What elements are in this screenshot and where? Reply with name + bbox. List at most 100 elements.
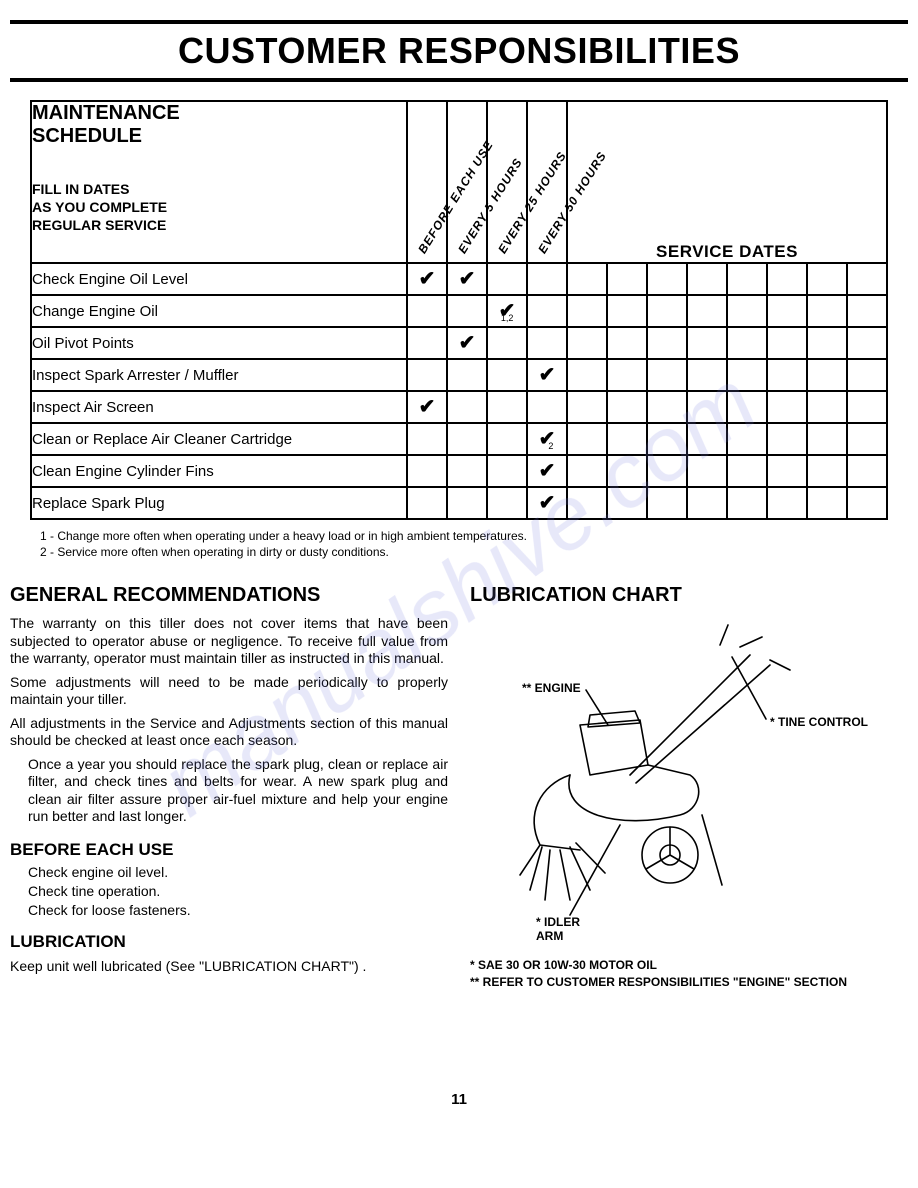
service-date-cell xyxy=(647,487,687,519)
row-label: Replace Spark Plug xyxy=(31,487,407,519)
service-date-cell xyxy=(647,359,687,391)
service-date-cell xyxy=(727,455,767,487)
page-number: 11 xyxy=(10,1091,908,1108)
schedule-cell xyxy=(407,423,447,455)
lube-note: ** REFER TO CUSTOMER RESPONSIBILITIES "E… xyxy=(470,974,908,991)
schedule-cell xyxy=(487,359,527,391)
schedule-cell xyxy=(527,391,567,423)
schedule-cell xyxy=(447,391,487,423)
service-date-cell xyxy=(607,327,647,359)
service-date-cell xyxy=(767,391,807,423)
checkmark-icon: ✔1,2 xyxy=(499,300,516,322)
lubrication-notes: * SAE 30 OR 10W-30 MOTOR OIL** REFER TO … xyxy=(470,957,908,991)
service-date-cell xyxy=(567,423,607,455)
right-column: LUBRICATION CHART ** ENGINE * TINE CONTR… xyxy=(470,584,908,991)
service-date-cell xyxy=(607,263,647,295)
service-date-cell xyxy=(567,295,607,327)
schedule-cell xyxy=(487,455,527,487)
checkmark-icon: ✔ xyxy=(539,460,556,482)
schedule-cell: ✔2 xyxy=(527,423,567,455)
checkmark-icon: ✔2 xyxy=(539,428,556,450)
service-date-cell xyxy=(807,327,847,359)
schedule-col-1: EVERY 5 HOURS xyxy=(447,101,487,263)
lubrication-heading: LUBRICATION xyxy=(10,932,448,952)
service-date-cell xyxy=(847,455,887,487)
service-date-cell xyxy=(807,263,847,295)
schedule-cell xyxy=(407,359,447,391)
service-date-cell xyxy=(727,359,767,391)
service-date-cell xyxy=(607,391,647,423)
schedule-cell xyxy=(527,263,567,295)
schedule-cell xyxy=(447,295,487,327)
service-date-cell xyxy=(607,455,647,487)
schedule-cell xyxy=(487,391,527,423)
table-row: Replace Spark Plug ✔ xyxy=(31,487,887,519)
rule-under-title xyxy=(10,78,908,82)
table-row: Clean Engine Cylinder Fins ✔ xyxy=(31,455,887,487)
table-row: Check Engine Oil Level ✔ ✔ xyxy=(31,263,887,295)
service-date-cell xyxy=(607,423,647,455)
schedule-cell: ✔ xyxy=(527,487,567,519)
two-column-body: GENERAL RECOMMENDATIONS The warranty on … xyxy=(10,584,908,991)
table-row: Inspect Air Screen ✔ xyxy=(31,391,887,423)
schedule-cell xyxy=(447,487,487,519)
service-date-cell xyxy=(567,327,607,359)
service-date-cell xyxy=(567,391,607,423)
service-date-cell xyxy=(767,295,807,327)
row-label: Clean Engine Cylinder Fins xyxy=(31,455,407,487)
schedule-cell: ✔1,2 xyxy=(487,295,527,327)
schedule-cell xyxy=(447,423,487,455)
service-date-cell xyxy=(807,359,847,391)
service-date-cell xyxy=(767,327,807,359)
checkmark-icon: ✔ xyxy=(419,396,436,418)
schedule-col-3: EVERY 50 HOURS xyxy=(527,101,567,263)
schedule-cell xyxy=(527,295,567,327)
service-date-cell xyxy=(847,487,887,519)
service-date-cell xyxy=(687,391,727,423)
schedule-col-2: EVERY 25 HOURS xyxy=(487,101,527,263)
service-dates-header: SERVICE DATES xyxy=(567,101,887,263)
service-date-cell xyxy=(687,455,727,487)
body-paragraph: All adjustments in the Service and Adjus… xyxy=(10,715,448,750)
schedule-cell xyxy=(447,359,487,391)
before-each-use-heading: BEFORE EACH USE xyxy=(10,840,448,860)
table-row: Inspect Spark Arrester / Muffler ✔ xyxy=(31,359,887,391)
row-label: Check Engine Oil Level xyxy=(31,263,407,295)
list-item: Check engine oil level. xyxy=(28,864,448,880)
service-date-cell xyxy=(567,455,607,487)
maintenance-schedule: MAINTENANCE SCHEDULEFILL IN DATES AS YOU… xyxy=(30,100,888,520)
service-date-cell xyxy=(847,359,887,391)
lube-note: * SAE 30 OR 10W-30 MOTOR OIL xyxy=(470,957,908,974)
schedule-cell xyxy=(407,455,447,487)
schedule-cell: ✔ xyxy=(447,263,487,295)
schedule-cell xyxy=(407,487,447,519)
service-date-cell xyxy=(807,455,847,487)
checkmark-icon: ✔ xyxy=(539,364,556,386)
lubrication-text: Keep unit well lubricated (See "LUBRICAT… xyxy=(10,958,448,976)
schedule-header-left: MAINTENANCE SCHEDULEFILL IN DATES AS YOU… xyxy=(31,101,407,263)
schedule-footnotes: 1 - Change more often when operating und… xyxy=(40,528,884,560)
service-date-cell xyxy=(567,263,607,295)
schedule-cell: ✔ xyxy=(527,455,567,487)
checkmark-icon: ✔ xyxy=(419,268,436,290)
schedule-cell xyxy=(487,423,527,455)
general-recommendations-heading: GENERAL RECOMMENDATIONS xyxy=(10,584,448,607)
service-date-cell xyxy=(807,423,847,455)
footnote: 2 - Service more often when operating in… xyxy=(40,544,884,560)
list-item: Check for loose fasteners. xyxy=(28,902,448,918)
schedule-cell: ✔ xyxy=(447,327,487,359)
list-item: Check tine operation. xyxy=(28,883,448,899)
annual-paragraph: Once a year you should replace the spark… xyxy=(28,756,448,826)
footnote: 1 - Change more often when operating und… xyxy=(40,528,884,544)
row-label: Inspect Air Screen xyxy=(31,391,407,423)
service-date-cell xyxy=(567,359,607,391)
row-label: Inspect Spark Arrester / Muffler xyxy=(31,359,407,391)
row-label: Oil Pivot Points xyxy=(31,327,407,359)
page-title: CUSTOMER RESPONSIBILITIES xyxy=(10,30,908,72)
service-date-cell xyxy=(767,423,807,455)
service-date-cell xyxy=(607,295,647,327)
checkmark-icon: ✔ xyxy=(459,268,476,290)
left-column: GENERAL RECOMMENDATIONS The warranty on … xyxy=(10,584,448,991)
table-row: Oil Pivot Points ✔ xyxy=(31,327,887,359)
schedule-cell xyxy=(407,295,447,327)
